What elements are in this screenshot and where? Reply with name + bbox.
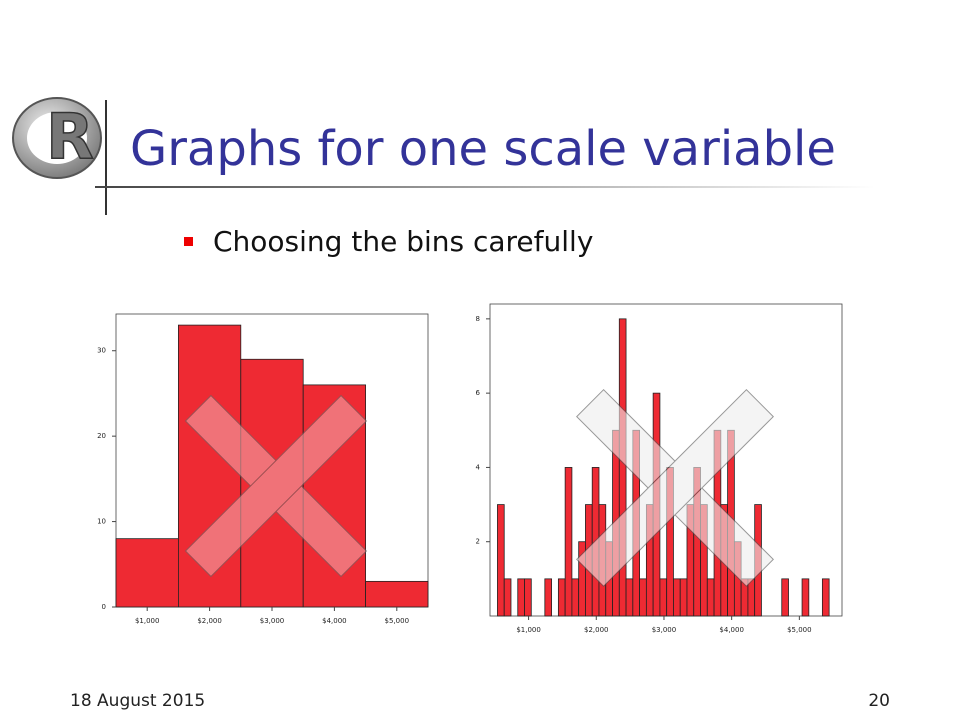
cross-left [184, 394, 368, 578]
histogram-bar [571, 578, 580, 617]
y-tick-label: 8 [476, 315, 480, 323]
y-tick-label: 30 [97, 347, 106, 355]
cross-right [576, 389, 774, 587]
y-tick-label: 6 [476, 389, 481, 397]
histogram-bar [564, 467, 573, 617]
logo-text: R [46, 100, 94, 173]
y-tick-label: 2 [476, 538, 480, 546]
logo: R [12, 97, 102, 179]
histogram-bar [821, 578, 830, 617]
x-tick-label: $1,000 [516, 626, 541, 634]
histogram-bar [801, 578, 810, 617]
y-tick-label: 0 [102, 603, 106, 611]
histogram-bar [781, 578, 789, 617]
histogram-bar [639, 578, 647, 617]
histogram-bar [503, 578, 512, 617]
x-tick-label: $3,000 [260, 617, 285, 625]
histogram-bar [524, 578, 532, 617]
bullet-marker [184, 237, 193, 246]
histogram-bar [679, 578, 688, 617]
x-tick-label: $2,000 [197, 617, 222, 625]
x-tick-label: $5,000 [787, 626, 812, 634]
histogram-bar [706, 578, 715, 617]
histogram-bar [365, 580, 429, 608]
slide-date: 18 August 2015 [70, 691, 205, 711]
histogram-bar [659, 578, 668, 617]
histogram-bar [557, 578, 566, 617]
slide-title: Graphs for one scale variable [130, 121, 836, 177]
charts: 0 10 20 30 $1,000 $2,000 $3,000 $4,000 $5,000 2 4 6… [97, 303, 843, 634]
histogram-bar [517, 578, 525, 617]
x-tick-label: $5,000 [385, 617, 410, 625]
histogram-bar [673, 578, 681, 617]
x-tick-label: $4,000 [719, 626, 744, 634]
x-tick-label: $1,000 [135, 617, 160, 625]
x-tick-label: $2,000 [584, 626, 609, 634]
histogram-bar [618, 318, 627, 617]
y-tick-label: 10 [97, 518, 106, 526]
slide-number: 20 [868, 691, 890, 711]
bullet-text: Choosing the bins carefully [213, 225, 593, 258]
histogram-bar [625, 578, 634, 617]
histogram-bar [497, 504, 505, 617]
histogram-bar [115, 538, 179, 608]
y-tick-label: 20 [97, 432, 106, 440]
histogram-chart: 0 10 20 30 $1,000 $2,000 $3,000 $4,000 $5,000 [97, 313, 429, 625]
histogram-bar [544, 578, 552, 617]
y-tick-label: 4 [476, 463, 481, 471]
title-rule [95, 186, 875, 188]
x-tick-label: $4,000 [322, 617, 347, 625]
x-tick-label: $3,000 [652, 626, 677, 634]
